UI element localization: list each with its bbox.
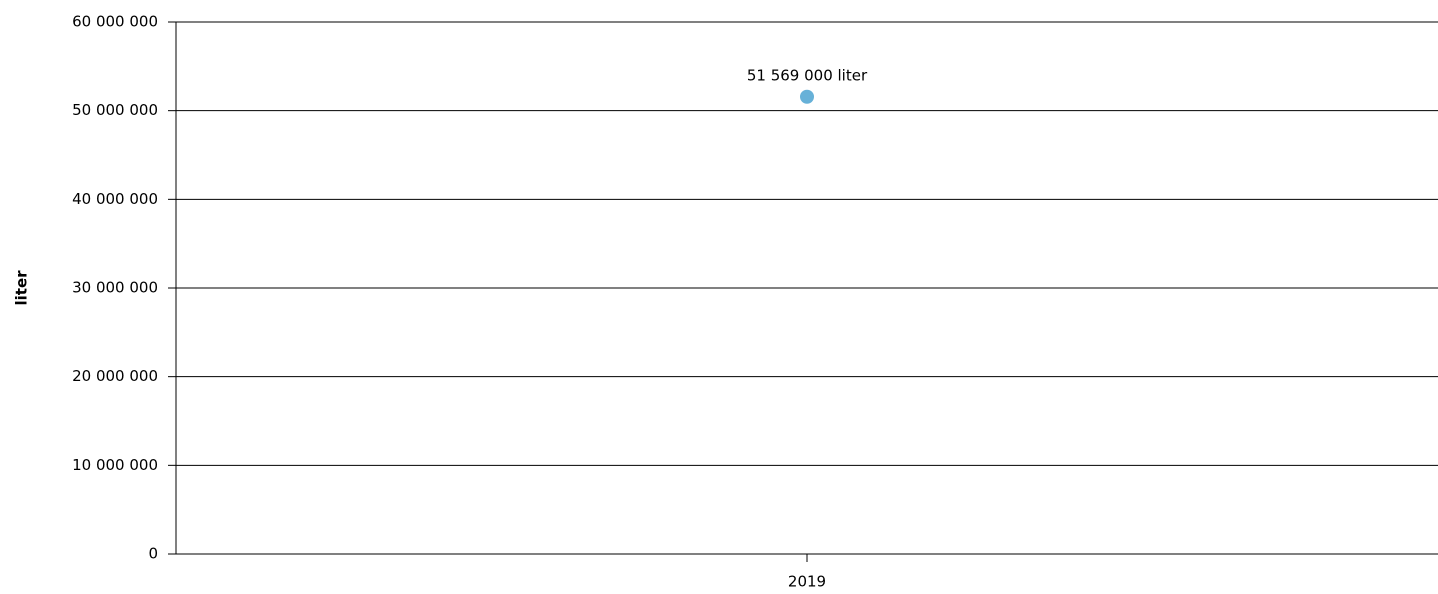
y-tick-label: 40 000 000	[72, 190, 158, 208]
y-tick-label: 50 000 000	[72, 101, 158, 119]
y-tick-label: 30 000 000	[72, 279, 158, 297]
data-label: 51 569 000 liter	[747, 66, 868, 84]
y-tick-label: 10 000 000	[72, 456, 158, 474]
y-tick-label: 20 000 000	[72, 367, 158, 385]
x-tick-label: 2019	[788, 573, 826, 591]
y-axis-title: liter	[13, 270, 31, 306]
y-tick-label: 60 000 000	[72, 13, 158, 31]
y-tick-label: 0	[148, 545, 158, 563]
point	[800, 89, 814, 104]
